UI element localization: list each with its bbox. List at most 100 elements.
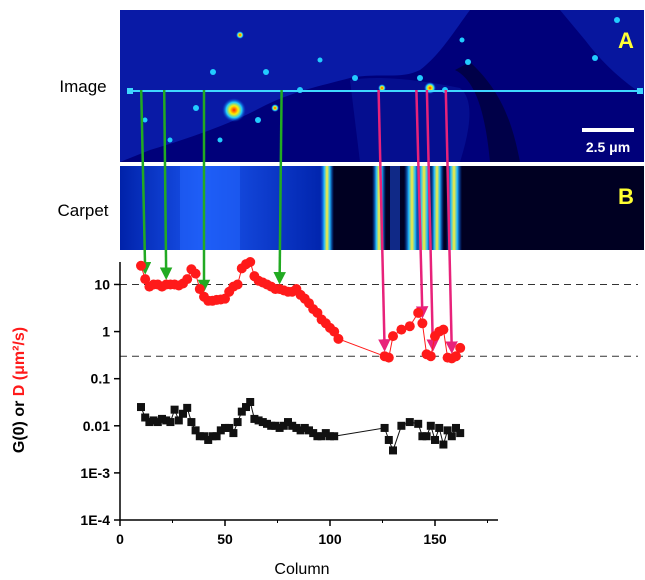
data-point: [179, 409, 187, 418]
x-tick-label: 150: [423, 531, 447, 547]
data-point: [200, 432, 208, 441]
column-arrows: [138, 89, 458, 354]
data-point: [383, 352, 394, 363]
data-point: [456, 429, 465, 438]
green-arrow: [159, 89, 173, 280]
pink-arrow: [425, 89, 439, 352]
y-axis-title-part: (μm²/s): [11, 327, 28, 385]
y-tick-label: 1E-4: [80, 512, 110, 528]
data-point: [153, 418, 162, 427]
data-point: [435, 423, 444, 432]
data-point: [229, 429, 238, 438]
panel-b-letter: B: [618, 184, 634, 209]
data-point: [438, 324, 449, 335]
data-point: [284, 418, 292, 427]
data-point: [384, 435, 393, 444]
data-point: [166, 418, 175, 427]
data-point: [182, 274, 193, 285]
data-point: [292, 423, 301, 432]
data-point: [145, 418, 154, 427]
data-point: [447, 432, 456, 441]
y-tick-label: 1: [102, 324, 110, 340]
pink-arrow: [415, 89, 429, 319]
data-point: [162, 416, 171, 425]
data-point: [305, 426, 313, 435]
data-point: [313, 432, 322, 441]
data-point: [404, 321, 415, 332]
data-point: [250, 414, 259, 423]
data-point: [443, 426, 452, 435]
data-point: [149, 416, 158, 425]
x-tick-label: 100: [318, 531, 342, 547]
data-point: [136, 260, 146, 271]
data-point: [191, 426, 200, 435]
data-point: [190, 268, 201, 279]
carpet-label: Carpet: [57, 201, 108, 220]
image-panel: 2.5 μm A: [120, 10, 644, 162]
data-point: [187, 418, 196, 427]
data-point: [380, 423, 389, 432]
data-point: [396, 324, 407, 335]
data-point: [326, 432, 334, 441]
data-point: [194, 284, 205, 295]
y-tick-label: 1E-3: [80, 465, 110, 481]
green-arrow: [273, 89, 286, 285]
data-point: [417, 318, 428, 329]
data-point: [330, 432, 339, 441]
data-point: [258, 418, 267, 427]
data-point: [221, 423, 229, 432]
scale-bar-label: 2.5 μm: [586, 139, 630, 155]
data-point: [208, 432, 217, 441]
data-point: [451, 351, 461, 362]
y-tick-label: 0.1: [91, 371, 111, 387]
data-point: [267, 421, 276, 430]
x-axis-title: Column: [274, 561, 329, 578]
data-point: [140, 274, 151, 285]
data-point: [141, 413, 150, 422]
data-point: [413, 307, 424, 318]
data-point: [431, 435, 439, 444]
y-axis-title: G(0) or D (μm²/s): [11, 327, 28, 453]
data-point: [329, 326, 340, 337]
data-point: [455, 342, 466, 353]
data-point: [183, 403, 192, 412]
x-tick-label: 50: [217, 531, 233, 547]
y-axis-title-part: D: [11, 385, 28, 397]
data-point: [414, 419, 423, 428]
data-point: [279, 421, 288, 430]
ticks: 0 50 100 150 1E-4 1E-3 0.01 0.1 1 10: [80, 276, 488, 547]
data-point: [245, 257, 256, 267]
data-point: [275, 423, 284, 432]
data-point: [254, 416, 263, 425]
data-point: [158, 414, 166, 423]
data-point: [389, 446, 397, 455]
data-point: [452, 423, 460, 432]
data-point: [263, 419, 271, 428]
green-arrow: [138, 89, 152, 275]
data-point: [309, 429, 318, 438]
scale-bar: [582, 128, 634, 132]
data-point: [225, 423, 234, 432]
data-point: [296, 426, 305, 435]
data-point: [232, 279, 243, 290]
data-point: [174, 416, 183, 425]
data-point: [300, 423, 309, 432]
data-point: [405, 418, 414, 427]
data-point: [425, 351, 436, 362]
data-point: [418, 432, 427, 441]
x-tick-label: 0: [116, 531, 124, 547]
data-point: [242, 403, 250, 412]
image-label: Image: [59, 77, 106, 96]
data-point: [271, 421, 280, 430]
plot-area: 0 50 100 150 1E-4 1E-3 0.01 0.1 1 10 Column G(0) …: [11, 89, 638, 578]
data-point: [288, 421, 297, 430]
data-point: [212, 432, 221, 441]
data-point: [137, 403, 145, 412]
data-point: [317, 432, 326, 441]
y-tick-label: 10: [94, 276, 110, 292]
data-point: [388, 331, 398, 342]
data-point: [246, 397, 255, 406]
reference-lines: [120, 283, 638, 357]
data-point: [422, 432, 431, 441]
